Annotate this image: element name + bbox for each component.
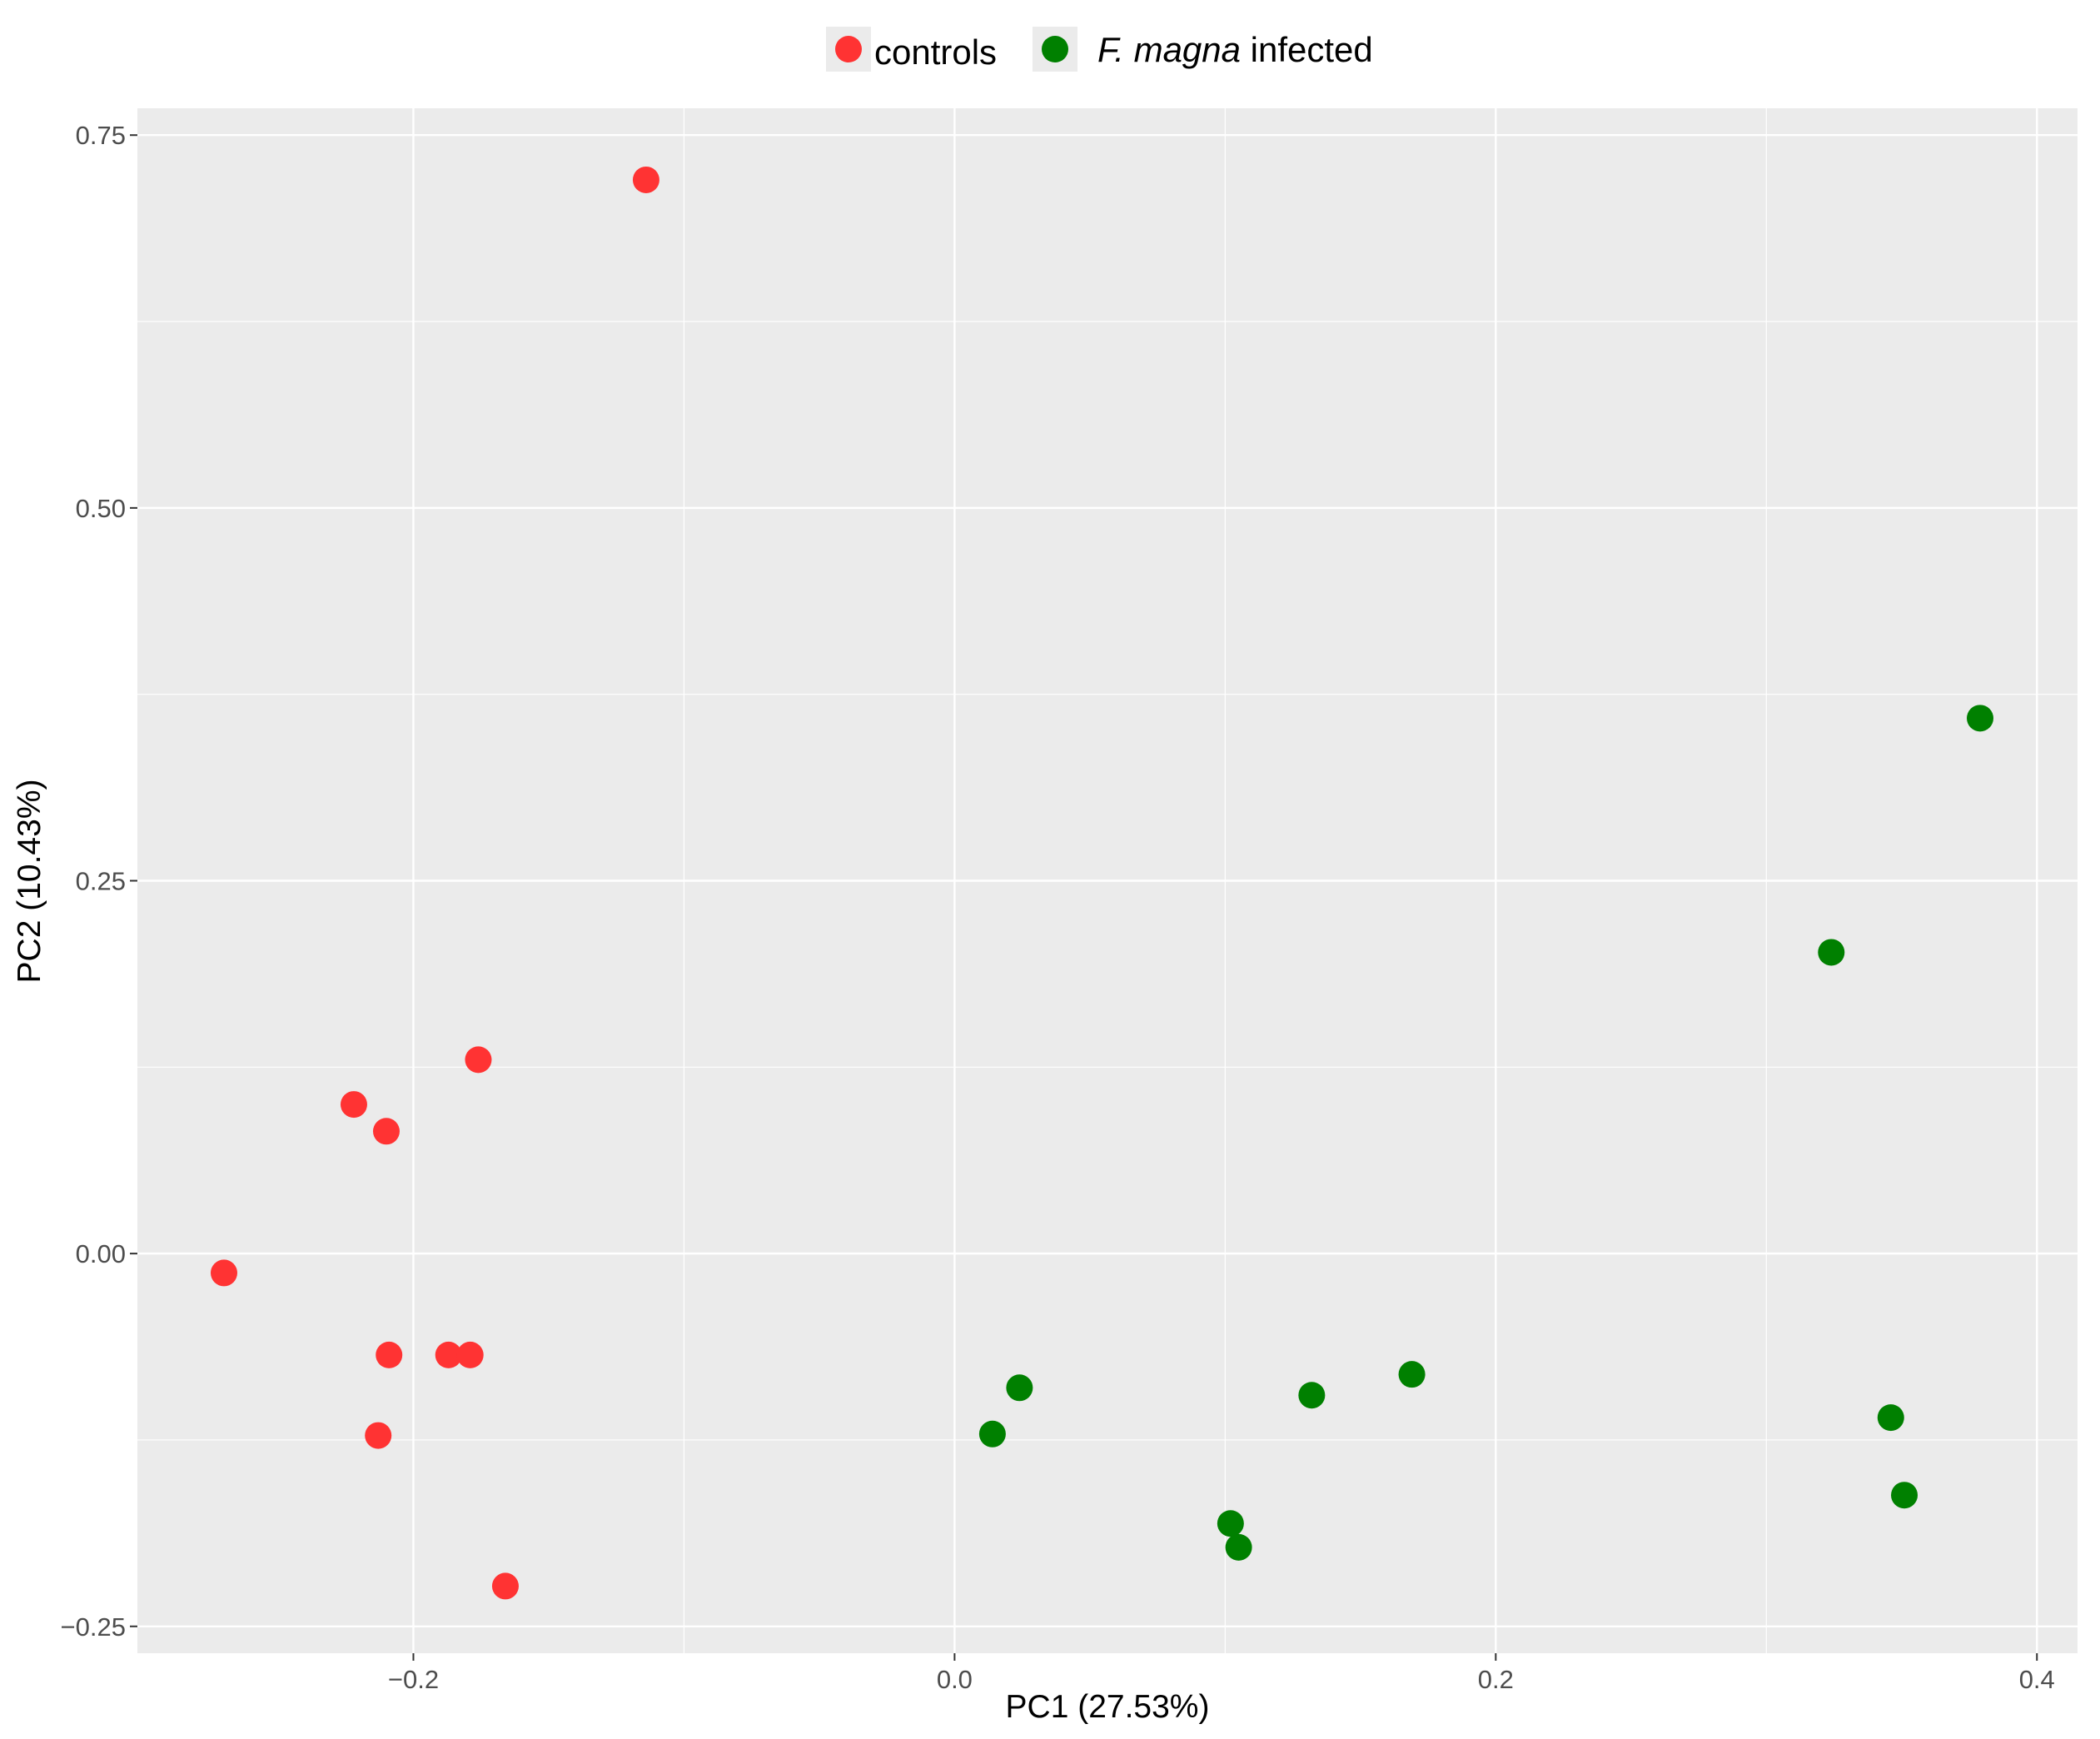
- legend-label-controls: controls: [874, 32, 997, 72]
- point-f-magna-infected: [1398, 1361, 1426, 1388]
- point-controls: [365, 1422, 392, 1449]
- point-controls: [456, 1341, 484, 1368]
- point-controls: [491, 1572, 519, 1600]
- tick-labels: −0.2 0.0 0.2 0.4 −0.25 0.00 0.25 0.50 0.75: [61, 121, 2055, 1694]
- point-f-magna-infected: [1967, 705, 1994, 732]
- y-axis-title: PC2 (10.43%): [12, 780, 47, 984]
- point-controls: [372, 1118, 400, 1145]
- point-controls: [435, 1341, 462, 1368]
- y-tick-label: −0.25: [61, 1612, 126, 1642]
- axis-ticks: [130, 134, 2038, 1661]
- point-f-magna-infected: [978, 1420, 1006, 1448]
- point-f-magna-infected: [1217, 1510, 1244, 1537]
- x-tick-label: 0.2: [1478, 1665, 1514, 1694]
- legend-label-infected: F. magna infected: [1097, 30, 1373, 69]
- legend-key-infected: [1042, 36, 1068, 62]
- point-controls: [210, 1259, 237, 1287]
- point-f-magna-infected: [1891, 1482, 1918, 1509]
- y-tick-label: 0.50: [76, 494, 126, 523]
- minor-gridlines: [137, 108, 2078, 1653]
- point-f-magna-infected: [1225, 1533, 1252, 1561]
- x-tick-label: 0.0: [937, 1665, 973, 1694]
- point-controls: [465, 1046, 492, 1074]
- major-gridlines: [137, 108, 2078, 1653]
- legend-label-infected-italic: F. magna: [1097, 30, 1241, 69]
- legend-label-infected-rest: infected: [1251, 30, 1373, 69]
- point-controls: [632, 166, 659, 193]
- point-controls: [340, 1091, 367, 1119]
- legend: controls F. magna infected: [826, 27, 1373, 72]
- x-tick-label: −0.2: [388, 1665, 439, 1694]
- point-f-magna-infected: [1298, 1382, 1326, 1409]
- point-controls: [376, 1341, 403, 1368]
- legend-key-controls: [835, 36, 862, 62]
- data-points: [210, 166, 1994, 1600]
- point-f-magna-infected: [1877, 1404, 1904, 1432]
- y-tick-label: 0.25: [76, 867, 126, 896]
- x-axis-title: PC1 (27.53%): [1006, 1689, 1210, 1725]
- point-f-magna-infected: [1006, 1374, 1033, 1402]
- x-tick-label: 0.4: [2019, 1665, 2055, 1694]
- y-tick-label: 0.00: [76, 1239, 126, 1268]
- y-tick-label: 0.75: [76, 121, 126, 150]
- point-f-magna-infected: [1818, 939, 1845, 966]
